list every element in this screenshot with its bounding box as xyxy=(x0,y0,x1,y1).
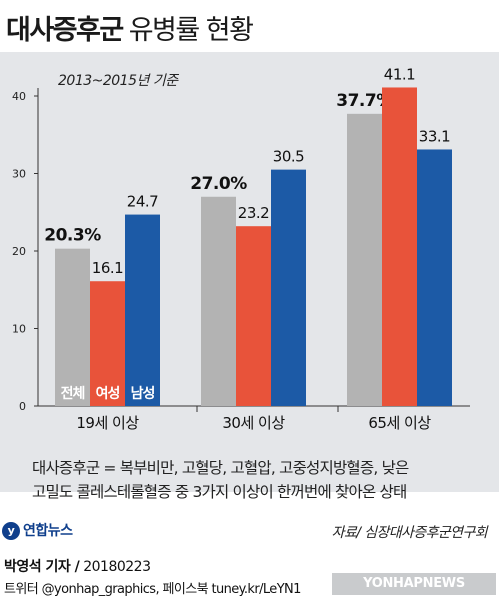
chart-basis-note: 2013~2015년 기준 xyxy=(58,73,178,89)
data-label: 27.0% xyxy=(190,174,247,194)
data-label: 33.1 xyxy=(419,127,450,145)
data-label: 37.7% xyxy=(336,91,393,111)
definition-line-2: 고밀도 콜레스테롤혈증 중 3가지 이상이 한꺼번에 찾아온 상태 xyxy=(32,483,407,501)
reporter-line: 박영석 기자 / 20180223 xyxy=(4,556,151,576)
y-tick-label: 10 xyxy=(12,323,26,336)
y-tick-label: 40 xyxy=(12,90,26,103)
source: 자료/ 심장대사증후군연구회 xyxy=(331,525,488,541)
title-main: 대사증후군 xyxy=(6,15,124,46)
reporter-name: 박영석 기자 / xyxy=(4,559,80,575)
legend-label: 전체 xyxy=(61,385,85,402)
bar-chart: 0 10 20 30 40 20.3% 16.1 24.7 19세 이상 27.0% 23.2 30.… xyxy=(12,65,470,432)
data-label: 24.7 xyxy=(127,193,158,211)
reporter-date: 20180223 xyxy=(83,559,151,575)
bar-1-1 xyxy=(236,226,271,406)
yonhap-logo: y 연합뉴스 xyxy=(2,520,73,540)
logo-text: 연합뉴스 xyxy=(23,523,73,539)
bar-1-0 xyxy=(90,281,125,406)
y-tick-label: 0 xyxy=(19,400,26,413)
data-label: 30.5 xyxy=(273,148,304,166)
x-tick-label: 19세 이상 xyxy=(76,414,139,432)
y-tick-label: 20 xyxy=(12,245,26,258)
y-tick-label: 30 xyxy=(12,168,26,181)
page-title: 대사증후군 유병률 현황 xyxy=(6,8,254,47)
data-label: 20.3% xyxy=(44,226,101,246)
bar-2-2 xyxy=(417,149,452,406)
bar-1-2 xyxy=(382,87,417,406)
data-label: 23.2 xyxy=(238,204,269,222)
data-label: 16.1 xyxy=(92,259,123,277)
bar-0-0 xyxy=(55,248,90,406)
bar-2-0 xyxy=(125,214,160,406)
sns-line: 트위터 @yonhap_graphics, 페이스북 tuney.kr/LeYN… xyxy=(4,582,301,597)
watermark: YONHAPNEWS xyxy=(332,573,496,595)
definition-line-1: 대사증후군 = 복부비만, 고혈당, 고혈압, 고중성지방혈증, 낮은 xyxy=(32,459,409,477)
bar-0-1 xyxy=(201,196,236,406)
bar-0-2 xyxy=(347,113,382,406)
x-tick-label: 30세 이상 xyxy=(222,414,285,432)
legend-label: 여성 xyxy=(96,385,120,402)
legend-label: 남성 xyxy=(131,385,155,402)
x-tick-label: 65세 이상 xyxy=(368,414,431,432)
bar-2-1 xyxy=(271,169,306,406)
data-label: 41.1 xyxy=(384,65,415,83)
yonhap-mark-icon: y xyxy=(2,522,20,540)
title-sub: 유병률 현황 xyxy=(128,15,254,46)
